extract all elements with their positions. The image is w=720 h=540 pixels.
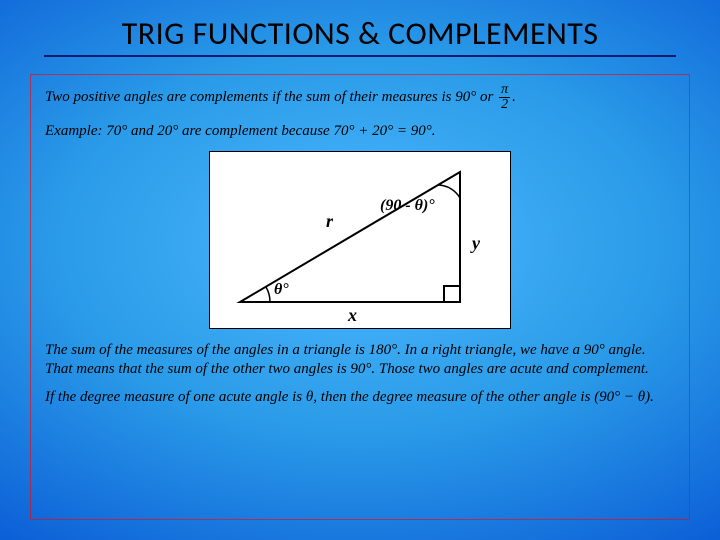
triangle-svg xyxy=(210,152,510,328)
fraction-pi-2: π2 xyxy=(499,83,510,112)
fraction-num: π xyxy=(499,83,510,98)
title-underline xyxy=(44,55,676,57)
text: Example: xyxy=(45,123,106,139)
math-180: 180° xyxy=(369,342,398,358)
math-20: 20° xyxy=(157,123,178,139)
text: , then the degree measure of the other a… xyxy=(313,389,594,405)
text: . xyxy=(650,389,654,405)
label-r: r xyxy=(326,210,333,233)
example-text: Example: 70° and 20° are complement beca… xyxy=(45,122,675,141)
math-sum: 70° + 20° = 90° xyxy=(333,123,431,139)
conclusion-text: If the degree measure of one acute angle… xyxy=(45,388,675,407)
label-theta: θ° xyxy=(274,280,289,300)
text: . xyxy=(512,89,516,105)
text: . Those two angles are acute and complem… xyxy=(371,361,648,377)
page-title: TRIG FUNCTIONS & COMPLEMENTS xyxy=(0,0,720,53)
math-90: 90° xyxy=(455,89,476,105)
content-box: Two positive angles are complements if t… xyxy=(30,74,690,520)
text: Two positive angles are complements if t… xyxy=(45,89,455,105)
text: or xyxy=(476,89,497,105)
text: . In a right triangle, we have a xyxy=(397,342,584,358)
text: The sum of the measures of the angles in… xyxy=(45,342,369,358)
triangle-sum-text: The sum of the measures of the angles in… xyxy=(45,341,675,379)
text: . xyxy=(432,123,436,139)
definition-text: Two positive angles are complements if t… xyxy=(45,83,675,112)
math-90b: 90° xyxy=(584,342,605,358)
slide: TRIG FUNCTIONS & COMPLEMENTS Two positiv… xyxy=(0,0,720,540)
text: and xyxy=(127,123,157,139)
math-90c: 90° xyxy=(350,361,371,377)
text: If the degree measure of one acute angle… xyxy=(45,389,306,405)
fraction-den: 2 xyxy=(499,98,510,112)
math-70: 70° xyxy=(106,123,127,139)
math-90-minus-theta: (90° − θ) xyxy=(594,389,650,405)
label-top-angle: (90 - θ)° xyxy=(380,196,435,216)
label-x: x xyxy=(348,304,357,327)
text: are complement because xyxy=(178,123,333,139)
triangle-diagram: r (90 - θ)° y θ° x xyxy=(209,151,511,329)
label-y: y xyxy=(472,232,480,255)
